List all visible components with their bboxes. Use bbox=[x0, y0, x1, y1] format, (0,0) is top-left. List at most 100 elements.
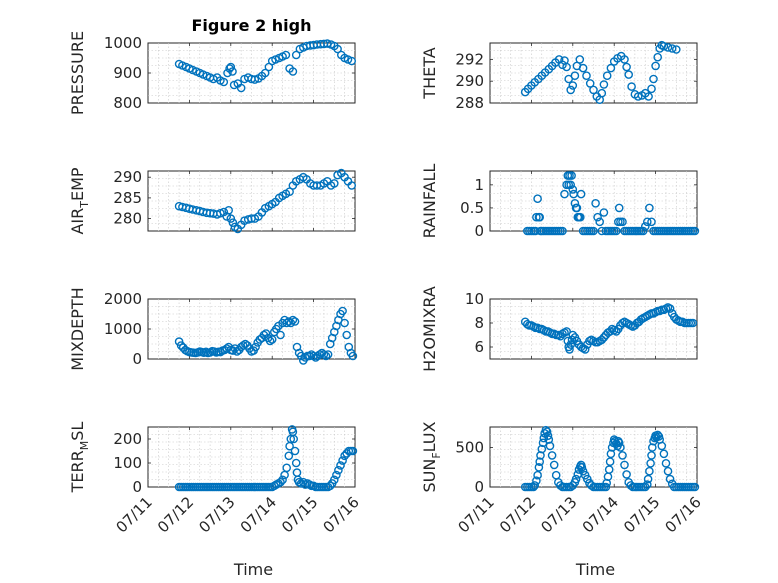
data-point bbox=[226, 62, 236, 72]
y-axis-label: RAINFALL bbox=[420, 164, 439, 239]
data-point bbox=[646, 458, 655, 468]
subplot-5: 0 1000 2000 MIXDEPTH bbox=[68, 287, 358, 371]
y-axis-label: TERRMSL bbox=[68, 422, 91, 494]
data-point bbox=[336, 461, 345, 470]
data-point bbox=[321, 351, 331, 361]
data-point bbox=[597, 88, 607, 98]
y-axis-label-sub: F bbox=[430, 452, 443, 458]
data-point bbox=[282, 463, 292, 473]
data-point bbox=[532, 212, 541, 222]
data-point bbox=[663, 466, 673, 476]
x-tick-label: 07/11 bbox=[113, 493, 156, 536]
y-axis-label-main: SUN bbox=[420, 459, 439, 493]
y-tick-label: 292 bbox=[455, 50, 484, 68]
y-axis-label-main: H2OMIXRA bbox=[420, 286, 439, 372]
y-axis-label-main: AIR bbox=[68, 208, 87, 235]
data-point bbox=[649, 74, 658, 84]
data-point bbox=[612, 226, 621, 236]
y-tick-label: 800 bbox=[113, 94, 142, 112]
data-point bbox=[647, 217, 656, 227]
data-point bbox=[647, 84, 656, 94]
grid bbox=[148, 43, 355, 103]
y-tick-label: 0 bbox=[474, 222, 484, 240]
data-point bbox=[543, 431, 553, 441]
data-point bbox=[342, 330, 352, 340]
data-point bbox=[638, 226, 648, 236]
data-point bbox=[602, 71, 612, 80]
data-point bbox=[644, 92, 653, 101]
y-tick-label: 1000 bbox=[104, 34, 142, 52]
data-point bbox=[659, 42, 669, 51]
data-point bbox=[665, 304, 675, 313]
x-axis-label: Time bbox=[233, 560, 273, 579]
data-point bbox=[645, 466, 654, 476]
y-tick-label: 10 bbox=[465, 290, 484, 308]
data-point bbox=[325, 481, 335, 491]
subplot-6: 6 8 10 H2OMIXRA bbox=[420, 286, 698, 372]
y-axis-label-main: RAINFALL bbox=[420, 164, 439, 239]
data-series bbox=[520, 303, 698, 354]
data-point bbox=[663, 43, 673, 52]
data-point bbox=[260, 68, 270, 78]
data-point bbox=[566, 85, 576, 95]
data-point bbox=[570, 198, 580, 208]
data-point bbox=[566, 482, 576, 492]
y-axis-label-main: MIXDEPTH bbox=[68, 287, 87, 370]
y-axis-label: SUNFLUX bbox=[420, 421, 443, 492]
data-point bbox=[591, 198, 600, 208]
data-point bbox=[643, 217, 652, 227]
data-point bbox=[688, 318, 698, 328]
y-axis-label: THETA bbox=[420, 47, 439, 99]
data-point bbox=[645, 203, 654, 213]
data-point bbox=[576, 189, 586, 199]
data-point bbox=[620, 460, 629, 470]
data-series bbox=[174, 425, 358, 492]
data-point bbox=[533, 470, 542, 480]
data-point bbox=[315, 350, 325, 359]
data-point bbox=[291, 458, 301, 468]
data-point bbox=[605, 327, 615, 336]
y-axis-label-main: PRESSURE bbox=[68, 31, 87, 115]
data-point bbox=[566, 180, 576, 190]
data-point bbox=[532, 476, 541, 486]
data-point bbox=[568, 81, 578, 90]
subplot-4: 0 0.5 1 RAINFALL bbox=[420, 164, 700, 240]
data-point bbox=[575, 55, 585, 64]
y-tick-label: 100 bbox=[113, 454, 142, 472]
data-series bbox=[174, 39, 357, 93]
data-point bbox=[290, 317, 300, 326]
data-point bbox=[309, 351, 318, 361]
y-axis-label: PRESSURE bbox=[68, 31, 87, 115]
data-point bbox=[219, 77, 229, 87]
data-point bbox=[641, 482, 650, 492]
y-axis-label-main: TERR bbox=[68, 450, 87, 493]
data-point bbox=[276, 330, 285, 340]
data-point bbox=[558, 60, 567, 70]
data-point bbox=[643, 480, 652, 489]
y-tick-label: 2000 bbox=[104, 290, 142, 308]
data-point bbox=[224, 205, 233, 215]
data-point bbox=[661, 458, 671, 468]
data-point bbox=[568, 330, 578, 340]
data-series bbox=[523, 171, 700, 236]
data-point bbox=[236, 83, 246, 93]
data-point bbox=[614, 203, 624, 213]
y-tick-label: 290 bbox=[113, 168, 142, 186]
x-tick-label: 07/13 bbox=[537, 493, 580, 536]
y-axis-label-tail: EMP bbox=[68, 167, 87, 201]
data-point bbox=[570, 71, 580, 80]
data-point bbox=[690, 226, 700, 236]
y-tick-label: 0 bbox=[132, 350, 142, 368]
y-axis-label-tail: SL bbox=[68, 422, 87, 441]
data-point bbox=[319, 350, 329, 359]
x-tick-label: 07/11 bbox=[455, 493, 498, 536]
data-point bbox=[296, 351, 306, 361]
data-point bbox=[599, 208, 609, 217]
data-point bbox=[544, 435, 554, 444]
x-tick-label: 07/16 bbox=[320, 493, 363, 536]
data-point bbox=[657, 441, 667, 451]
subplot-1: 800 900 1000 PRESSURE Figure 2 high bbox=[68, 16, 357, 115]
data-point bbox=[601, 482, 611, 492]
data-point bbox=[534, 462, 544, 472]
